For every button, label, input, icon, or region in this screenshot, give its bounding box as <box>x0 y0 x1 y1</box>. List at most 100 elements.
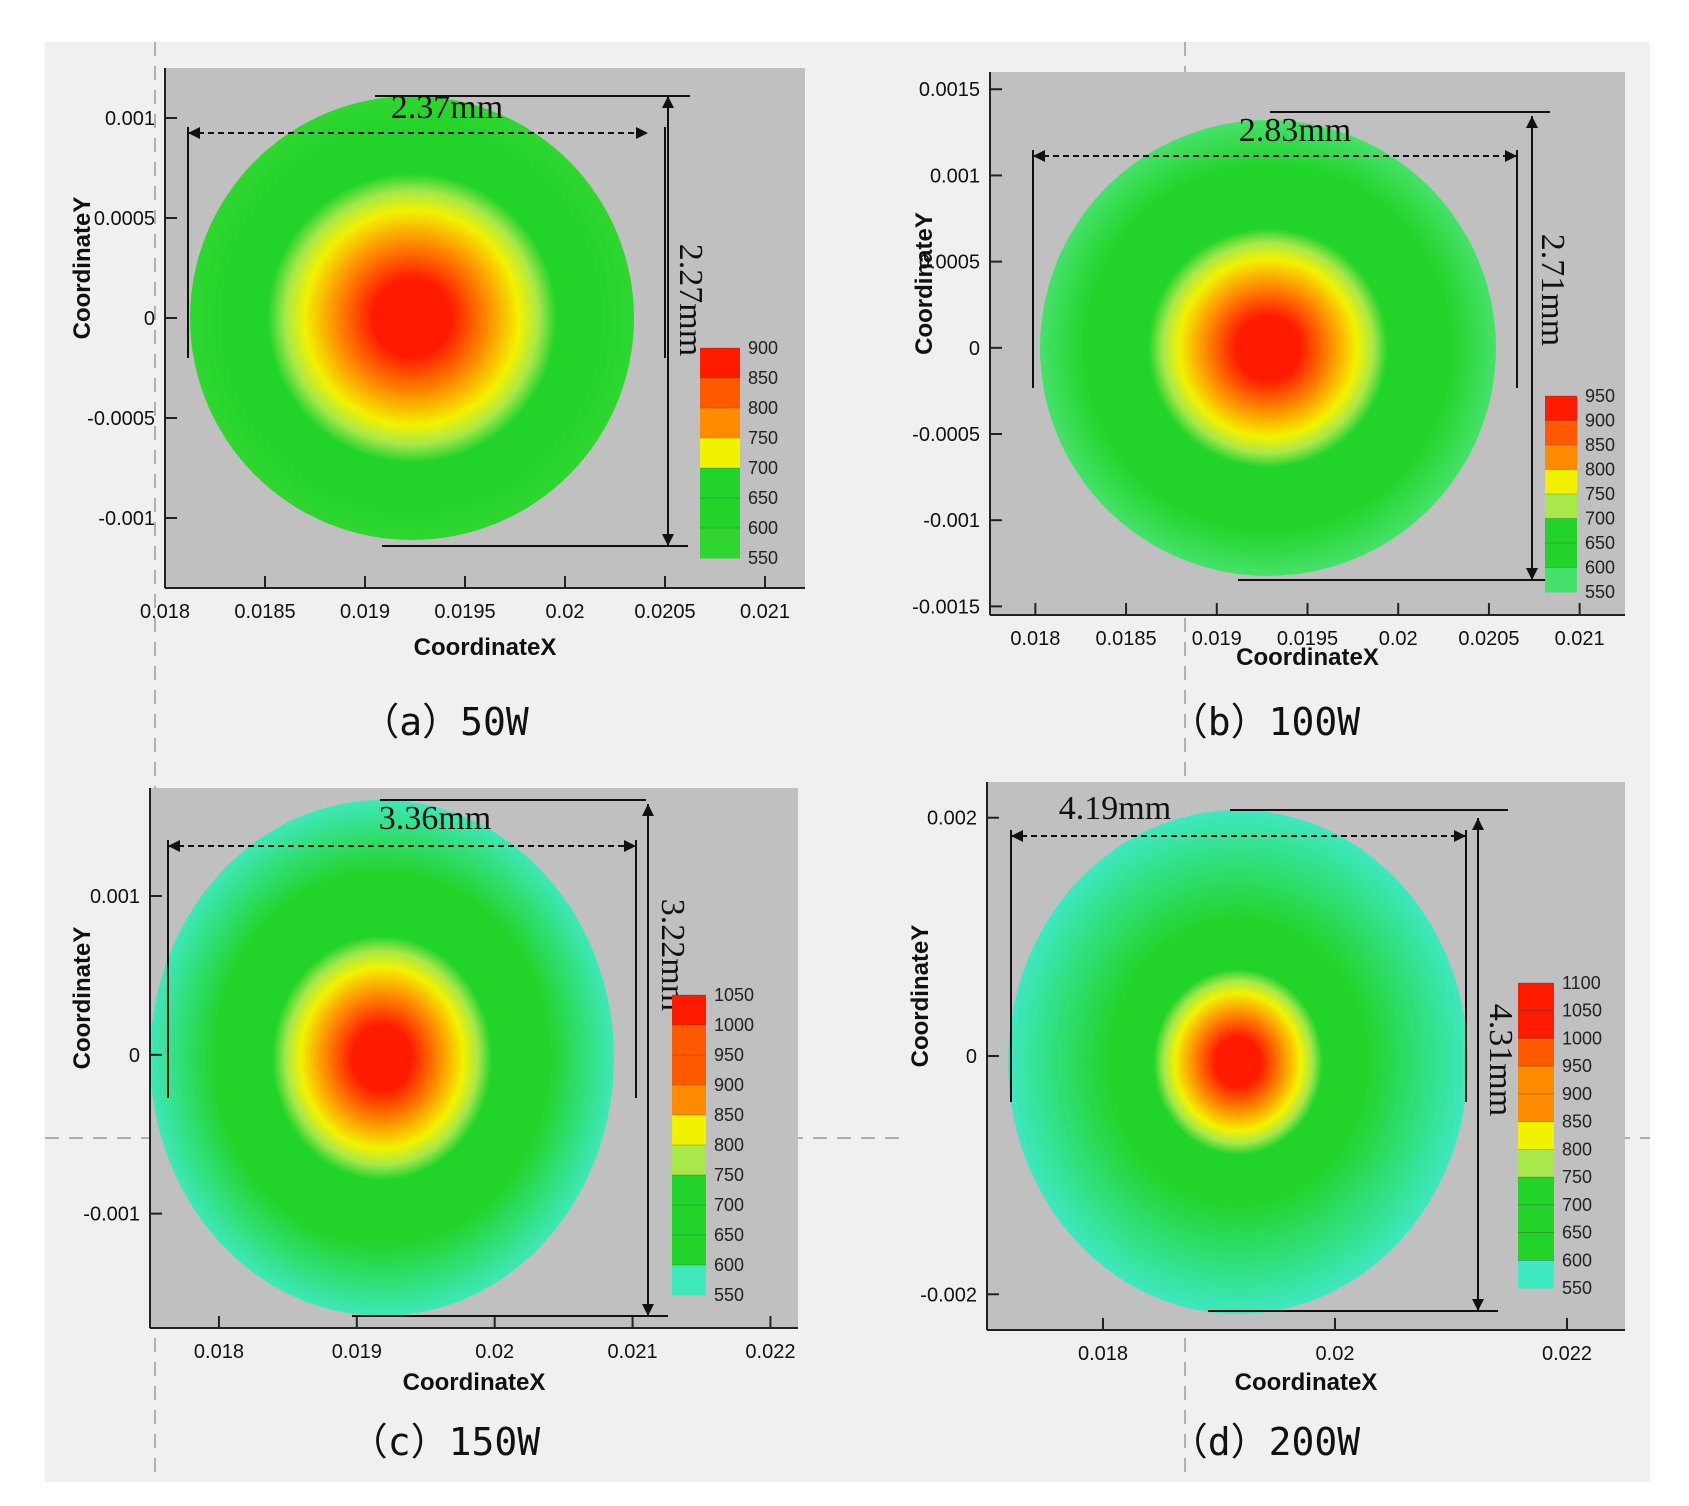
legend-label: 750 <box>714 1165 744 1185</box>
x-tick-label: 0.0185 <box>234 601 295 623</box>
arrow-left-icon <box>1011 830 1023 842</box>
legend-swatch <box>700 498 740 529</box>
y-tick-label: -0.001 <box>83 1204 140 1226</box>
panel-b: 0.018 0.0185 0.019 0.0195 0.02 0.0205 0.021 0.0… <box>911 72 1625 744</box>
arrow-down-icon <box>1526 568 1538 580</box>
legend-swatch <box>1545 494 1577 519</box>
x-tick-label: 0.022 <box>1542 1343 1592 1365</box>
width-label: 2.37mm <box>391 89 503 126</box>
arrow-left-icon <box>1033 150 1045 162</box>
panel-caption: （b）100W <box>1170 700 1361 744</box>
legend-label: 1000 <box>1562 1028 1602 1048</box>
legend-label: 600 <box>714 1255 744 1275</box>
legend-swatch <box>672 1175 706 1206</box>
legend-swatch <box>700 348 740 379</box>
y-tick-label: -0.0015 <box>912 596 980 618</box>
temperature-field <box>190 96 634 540</box>
x-tick-label: 0.02 <box>546 601 585 623</box>
height-label: 4.31mm <box>1482 1004 1519 1116</box>
legend-label: 750 <box>748 428 778 448</box>
legend-label: 650 <box>1585 533 1615 553</box>
y-tick-label: 0.0005 <box>919 252 980 274</box>
arrow-up-icon <box>1472 818 1484 830</box>
x-tick-label: 0.019 <box>1192 628 1242 650</box>
y-tick-label: -0.0005 <box>912 424 980 446</box>
legend-label: 1050 <box>1562 1001 1602 1021</box>
x-tick-label: 0.02 <box>1379 628 1418 650</box>
y-tick-label: -0.001 <box>98 508 155 530</box>
x-tick-label: 0.0185 <box>1095 628 1156 650</box>
legend-label: 650 <box>748 488 778 508</box>
legend-swatch <box>672 995 706 1026</box>
panel-c: 0.018 0.019 0.02 0.021 0.022 0.001 0 -0.001 Coor… <box>69 788 798 1464</box>
panel-caption: （a）50W <box>361 700 529 744</box>
height-label: 2.71mm <box>1534 234 1571 346</box>
width-label: 3.36mm <box>379 800 491 837</box>
x-tick-label: 0.0195 <box>1277 628 1338 650</box>
legend-swatch <box>1518 1066 1554 1095</box>
y-axis-title: CoordinateY <box>907 925 934 1068</box>
legend-label: 700 <box>1562 1195 1592 1215</box>
legend-label: 600 <box>748 518 778 538</box>
arrow-down-icon <box>1472 1299 1484 1311</box>
y-axis-title: CoordinateY <box>69 197 96 340</box>
legend-swatch <box>1518 1204 1554 1234</box>
x-axis-title: CoordinateX <box>1236 644 1379 671</box>
legend-label: 850 <box>714 1105 744 1125</box>
panels-layer: 0.018 0.0185 0.019 0.0195 0.02 0.0205 0.021 0.0… <box>69 68 1625 1464</box>
x-tick-label: 0.022 <box>745 1341 795 1363</box>
y-tick-label: 0.001 <box>90 886 140 908</box>
x-tick-label: 0.019 <box>340 601 390 623</box>
temperature-field <box>1008 810 1468 1314</box>
legend-label: 1050 <box>714 985 754 1005</box>
y-tick-label: 0.001 <box>105 108 155 130</box>
legend-swatch <box>1518 1260 1554 1289</box>
legend-swatch <box>1518 1232 1554 1261</box>
x-tick-label: 0.019 <box>332 1341 382 1363</box>
legend-swatch <box>1518 1149 1554 1178</box>
x-tick-label: 0.02 <box>475 1341 514 1363</box>
legend-swatch <box>1545 445 1577 470</box>
x-tick-label: 0.018 <box>140 601 190 623</box>
legend-swatch <box>1545 420 1577 446</box>
legend-label: 750 <box>1585 484 1615 504</box>
y-tick-label: -0.0005 <box>87 408 155 430</box>
legend-label: 550 <box>748 548 778 568</box>
arrow-right-icon <box>1505 150 1517 162</box>
legend-label: 850 <box>748 368 778 388</box>
legend-swatch <box>1518 1010 1554 1039</box>
arrow-down-icon <box>642 1304 654 1316</box>
x-tick-label: 0.02 <box>1316 1343 1355 1365</box>
legend-label: 700 <box>1585 509 1615 529</box>
legend-label: 600 <box>1585 558 1615 578</box>
legend-swatch <box>1518 1121 1554 1150</box>
legend-swatch <box>672 1235 706 1266</box>
x-tick-label: 0.0205 <box>634 601 695 623</box>
y-tick-label: 0.001 <box>930 165 980 187</box>
panel-d: 0.018 0.02 0.022 0.002 0 -0.002 CoordinateX Coo… <box>907 782 1625 1464</box>
panel-caption: （d）200W <box>1170 1420 1361 1464</box>
arrow-left-icon <box>188 127 200 139</box>
height-label: 2.27mm <box>672 244 709 356</box>
legend-swatch <box>672 1115 706 1146</box>
legend-label: 900 <box>714 1075 744 1095</box>
legend-swatch <box>1518 1177 1554 1206</box>
legend-label: 900 <box>1585 411 1615 431</box>
arrow-right-icon <box>636 127 648 139</box>
legend-swatch <box>700 468 740 499</box>
height-label: 3.22mm <box>654 899 691 1011</box>
x-axis-title: CoordinateX <box>403 1369 546 1396</box>
arrow-down-icon <box>662 534 674 546</box>
legend-label: 650 <box>714 1225 744 1245</box>
legend-label: 800 <box>714 1135 744 1155</box>
x-tick-label: 0.018 <box>1010 628 1060 650</box>
legend-swatch <box>1518 1038 1554 1067</box>
temperature-field <box>1040 120 1496 576</box>
x-tick-label: 0.021 <box>740 601 790 623</box>
legend-swatch <box>672 1265 706 1296</box>
legend-label: 800 <box>748 398 778 418</box>
legend-swatch <box>672 1145 706 1176</box>
legend-swatch <box>672 1085 706 1116</box>
y-tick-label: 0 <box>144 308 155 330</box>
